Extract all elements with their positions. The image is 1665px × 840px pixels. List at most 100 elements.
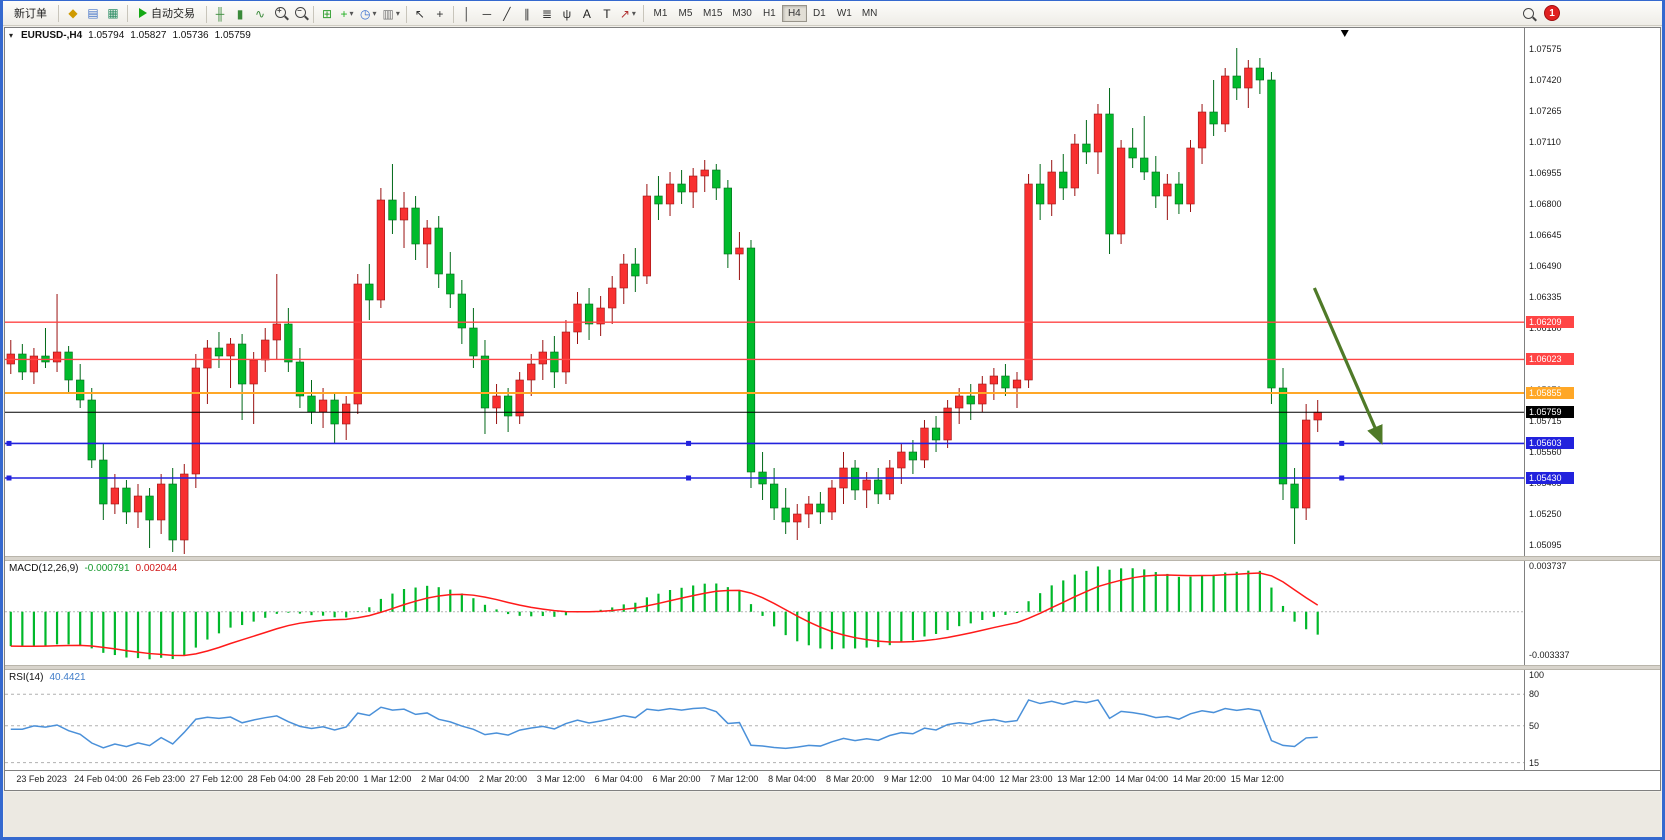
- toolbar-separator: [58, 4, 59, 22]
- macd-pane: MACD(12,26,9) -0.000791 0.002044 0.00373…: [5, 561, 1660, 665]
- candlestick-chart-icon[interactable]: ▮: [230, 4, 250, 24]
- time-axis-label: 2 Mar 20:00: [478, 774, 527, 784]
- macd-axis[interactable]: 0.003737 -0.003337: [1525, 561, 1660, 665]
- price-tick: 1.05250: [1529, 509, 1562, 519]
- notification-badge[interactable]: 1: [1544, 5, 1560, 21]
- market-watch-icon[interactable]: ◆: [63, 3, 83, 23]
- price-tick: 1.07575: [1529, 44, 1562, 54]
- time-axis-label: 3 Mar 12:00: [536, 774, 585, 784]
- candlestick-layer: [5, 30, 1524, 554]
- timeframe-m1-button[interactable]: M1: [648, 5, 673, 22]
- status-strip: [4, 792, 1661, 837]
- line-chart-icon[interactable]: ∿: [250, 4, 270, 24]
- auto-trading-label: 自动交易: [151, 8, 195, 20]
- hline-price-label: 1.06023: [1526, 353, 1574, 366]
- dropdown-arrow-icon: ▾: [395, 9, 400, 19]
- time-axis-label: 28 Feb 20:00: [305, 774, 359, 784]
- line-handle: [6, 475, 12, 481]
- search-icon[interactable]: [1523, 7, 1534, 19]
- pitchfork-icon[interactable]: ψ: [557, 4, 577, 24]
- one-click-trading-toggle-icon[interactable]: ▾: [9, 31, 14, 40]
- pane-resize-handle[interactable]: [5, 665, 1660, 670]
- time-axis-label: 7 Mar 12:00: [710, 774, 759, 784]
- line-handle: [686, 440, 692, 446]
- time-axis-label: 12 Mar 23:00: [999, 774, 1053, 784]
- macd-canvas[interactable]: MACD(12,26,9) -0.000791 0.002044: [5, 561, 1525, 665]
- rsi-pane: RSI(14) 40.4421 100 80 50 15: [5, 670, 1660, 770]
- periods-icon[interactable]: ◷ ▾: [357, 4, 380, 24]
- price-tick: 1.07420: [1529, 75, 1562, 85]
- price-tick: 1.07265: [1529, 106, 1562, 116]
- time-axis-label: 14 Mar 20:00: [1172, 774, 1226, 784]
- chart-close-value: 1.05759: [214, 30, 251, 41]
- new-order-button[interactable]: 新订单: [7, 3, 54, 23]
- arrows-icon[interactable]: ↗ ▾: [617, 4, 639, 24]
- timeframe-m5-button[interactable]: M5: [673, 5, 698, 22]
- zoom-out-icon[interactable]: −: [290, 2, 310, 22]
- crosshair-icon[interactable]: +: [430, 4, 450, 24]
- time-axis-label: 8 Mar 04:00: [768, 774, 817, 784]
- horizontal-line-icon[interactable]: ─: [477, 4, 497, 24]
- timeframe-m30-button[interactable]: M30: [727, 5, 756, 22]
- panel-icons-group: ◆ ▤ ▦: [63, 3, 123, 23]
- price-tick: 1.06955: [1529, 168, 1562, 178]
- templates-icon[interactable]: ▥ ▾: [380, 4, 403, 24]
- time-axis[interactable]: 23 Feb 2023 24 Feb 04:00 26 Feb 23:00 27 Fe…: [5, 770, 1660, 787]
- timeframe-mn-button[interactable]: MN: [857, 5, 883, 22]
- line-handle: [1339, 440, 1345, 446]
- play-icon: [139, 8, 147, 18]
- time-axis-label: 6 Mar 04:00: [594, 774, 643, 784]
- price-tick: 1.06335: [1529, 292, 1562, 302]
- price-axis[interactable]: 1.07575 1.07420 1.07265 1.07110 1.06955 1.068…: [1525, 28, 1660, 556]
- terminal-icon[interactable]: ▦: [103, 3, 123, 23]
- fibonacci-icon[interactable]: ≣: [537, 4, 557, 24]
- hline-price-label: 1.05603: [1526, 437, 1574, 450]
- text-tool-icon[interactable]: A: [577, 4, 597, 24]
- rsi-axis-label: 50: [1529, 720, 1540, 731]
- timeframe-h4-button[interactable]: H4: [781, 4, 807, 22]
- chart-low-value: 1.05736: [172, 30, 209, 41]
- rsi-label: RSI(14): [9, 672, 44, 683]
- chart-high-value: 1.05827: [130, 30, 167, 41]
- main-chart-pane: ▾ EURUSD-,H4 1.05794 1.05827 1.05736 1.0…: [5, 28, 1660, 556]
- indicators-icon[interactable]: + ▾: [337, 4, 357, 24]
- time-axis-label: 23 Feb 2023: [16, 774, 67, 784]
- timeframe-w1-button[interactable]: W1: [832, 5, 857, 22]
- line-handle: [686, 475, 692, 481]
- timeframe-buttons: M1 M5 M15 M30 H1 H4 D1 W1 MN: [648, 4, 883, 22]
- trendline-icon[interactable]: ╱: [497, 4, 517, 24]
- toolbar-right-group: 1: [1523, 5, 1658, 21]
- pane-resize-handle[interactable]: [5, 556, 1660, 561]
- time-axis-label: 27 Feb 12:00: [189, 774, 243, 784]
- navigator-icon[interactable]: ▤: [83, 3, 103, 23]
- chart-window: ▾ EURUSD-,H4 1.05794 1.05827 1.05736 1.0…: [4, 27, 1661, 791]
- time-axis-label: 14 Mar 04:00: [1115, 774, 1169, 784]
- timeframe-m15-button[interactable]: M15: [698, 5, 727, 22]
- vertical-line-icon[interactable]: │: [457, 4, 477, 24]
- timeframe-d1-button[interactable]: D1: [807, 5, 832, 22]
- toolbar-separator: [127, 4, 128, 22]
- chart-shift-marker: [1340, 30, 1349, 37]
- price-tick: 1.05715: [1529, 416, 1562, 426]
- cursor-icon[interactable]: ↖: [410, 4, 430, 24]
- tile-windows-icon[interactable]: ⊞: [317, 4, 337, 24]
- dropdown-arrow-icon: ▾: [349, 9, 354, 19]
- macd-label: MACD(12,26,9): [9, 563, 79, 574]
- hline-price-label: 1.05430: [1526, 472, 1574, 484]
- zoom-in-icon[interactable]: +: [270, 2, 290, 22]
- price-tick: 1.07110: [1529, 137, 1561, 147]
- line-handle: [1339, 475, 1345, 481]
- auto-trading-button[interactable]: 自动交易: [132, 3, 202, 23]
- main-chart-canvas[interactable]: ▾ EURUSD-,H4 1.05794 1.05827 1.05736 1.0…: [5, 28, 1525, 556]
- bar-chart-icon[interactable]: ╫: [210, 4, 230, 24]
- timeframe-h1-button[interactable]: H1: [757, 5, 782, 22]
- label-tool-icon[interactable]: T: [597, 4, 617, 24]
- rsi-value: 40.4421: [49, 672, 86, 683]
- channel-icon[interactable]: ∥: [517, 4, 537, 24]
- rsi-axis[interactable]: 100 80 50 15: [1525, 670, 1660, 770]
- dropdown-arrow-icon: ▾: [631, 9, 636, 19]
- time-axis-label: 8 Mar 20:00: [825, 774, 874, 784]
- bid-price-label: 1.05759: [1526, 406, 1574, 419]
- rsi-canvas[interactable]: RSI(14) 40.4421: [5, 670, 1525, 770]
- hline-price-label: 1.06209: [1526, 316, 1574, 329]
